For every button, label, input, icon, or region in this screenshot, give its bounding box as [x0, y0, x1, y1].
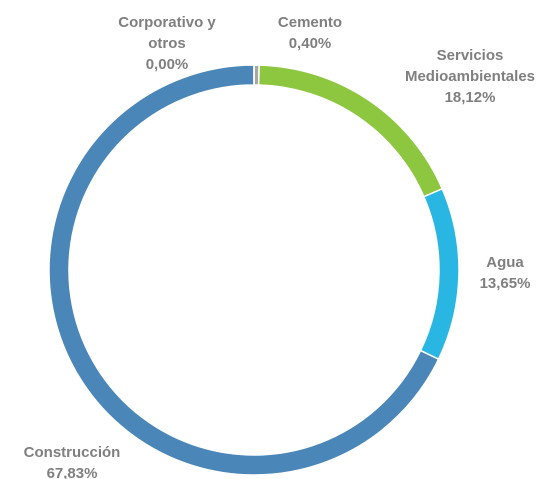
value-label: 67,83%	[46, 465, 98, 479]
category-label: Construcción	[23, 444, 121, 461]
category-label: Servicios Medioambientales	[404, 47, 536, 85]
value-label: 18,12%	[444, 89, 496, 106]
data-label: Cemento 0,40%	[250, 12, 370, 54]
data-label: Corporativo y otros 0,00%	[112, 12, 222, 75]
donut-segment	[48, 64, 440, 476]
donut-segment	[419, 187, 460, 361]
value-label: 13,65%	[479, 275, 531, 292]
category-label: Cemento	[277, 14, 343, 31]
value-label: 0,00%	[145, 56, 189, 73]
category-label: Agua	[486, 254, 524, 271]
data-label: Construcción 67,83%	[0, 442, 147, 479]
value-label: 0,40%	[288, 35, 332, 52]
data-label: Agua 13,65%	[465, 252, 545, 294]
category-label: Corporativo y otros	[118, 14, 216, 52]
data-label: Servicios Medioambientales 18,12%	[385, 45, 551, 108]
